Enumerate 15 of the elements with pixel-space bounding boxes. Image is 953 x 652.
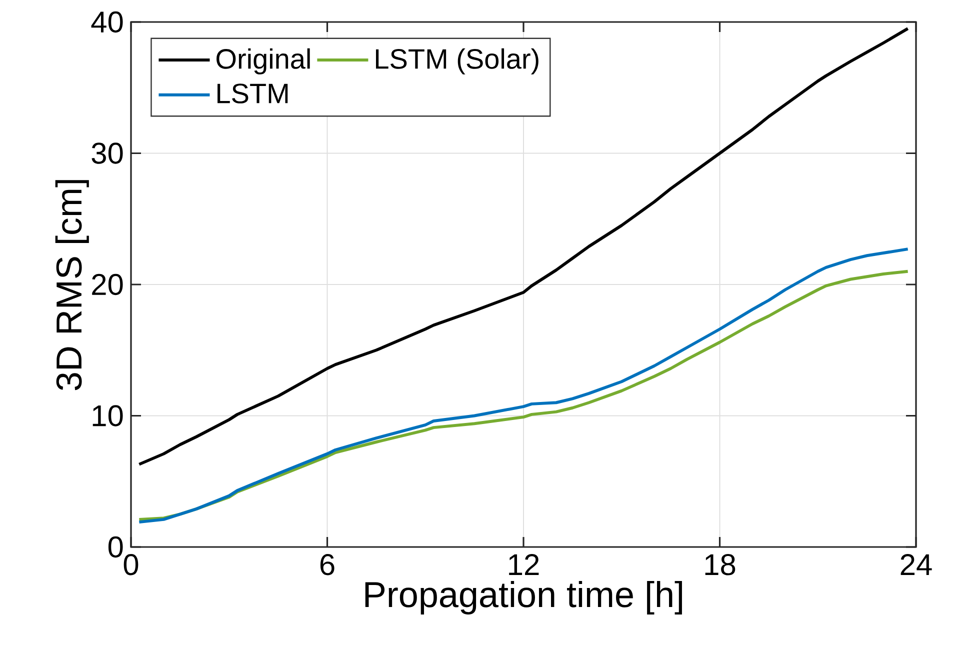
x-tick-label: 0	[124, 554, 138, 576]
legend-label: Original	[216, 48, 310, 74]
y-tick-label: 10	[92, 405, 123, 426]
x-axis-title: Propagation time [h]	[365, 580, 682, 615]
y-tick-label: 40	[91, 11, 123, 33]
legend-label: LSTM (Solar)	[376, 48, 538, 74]
y-tick-label: 30	[92, 142, 123, 164]
y-tick-label: 20	[92, 274, 123, 296]
legend-label: LSTM	[218, 84, 288, 104]
y-axis-title: 3D RMS [cm]	[55, 180, 89, 390]
x-tick-label: 12	[509, 554, 539, 575]
y-tick-label: 0	[108, 536, 123, 558]
x-tick-label: 18	[705, 554, 736, 576]
x-tick-label: 24	[900, 554, 932, 575]
x-tick-label: 6	[320, 554, 334, 576]
